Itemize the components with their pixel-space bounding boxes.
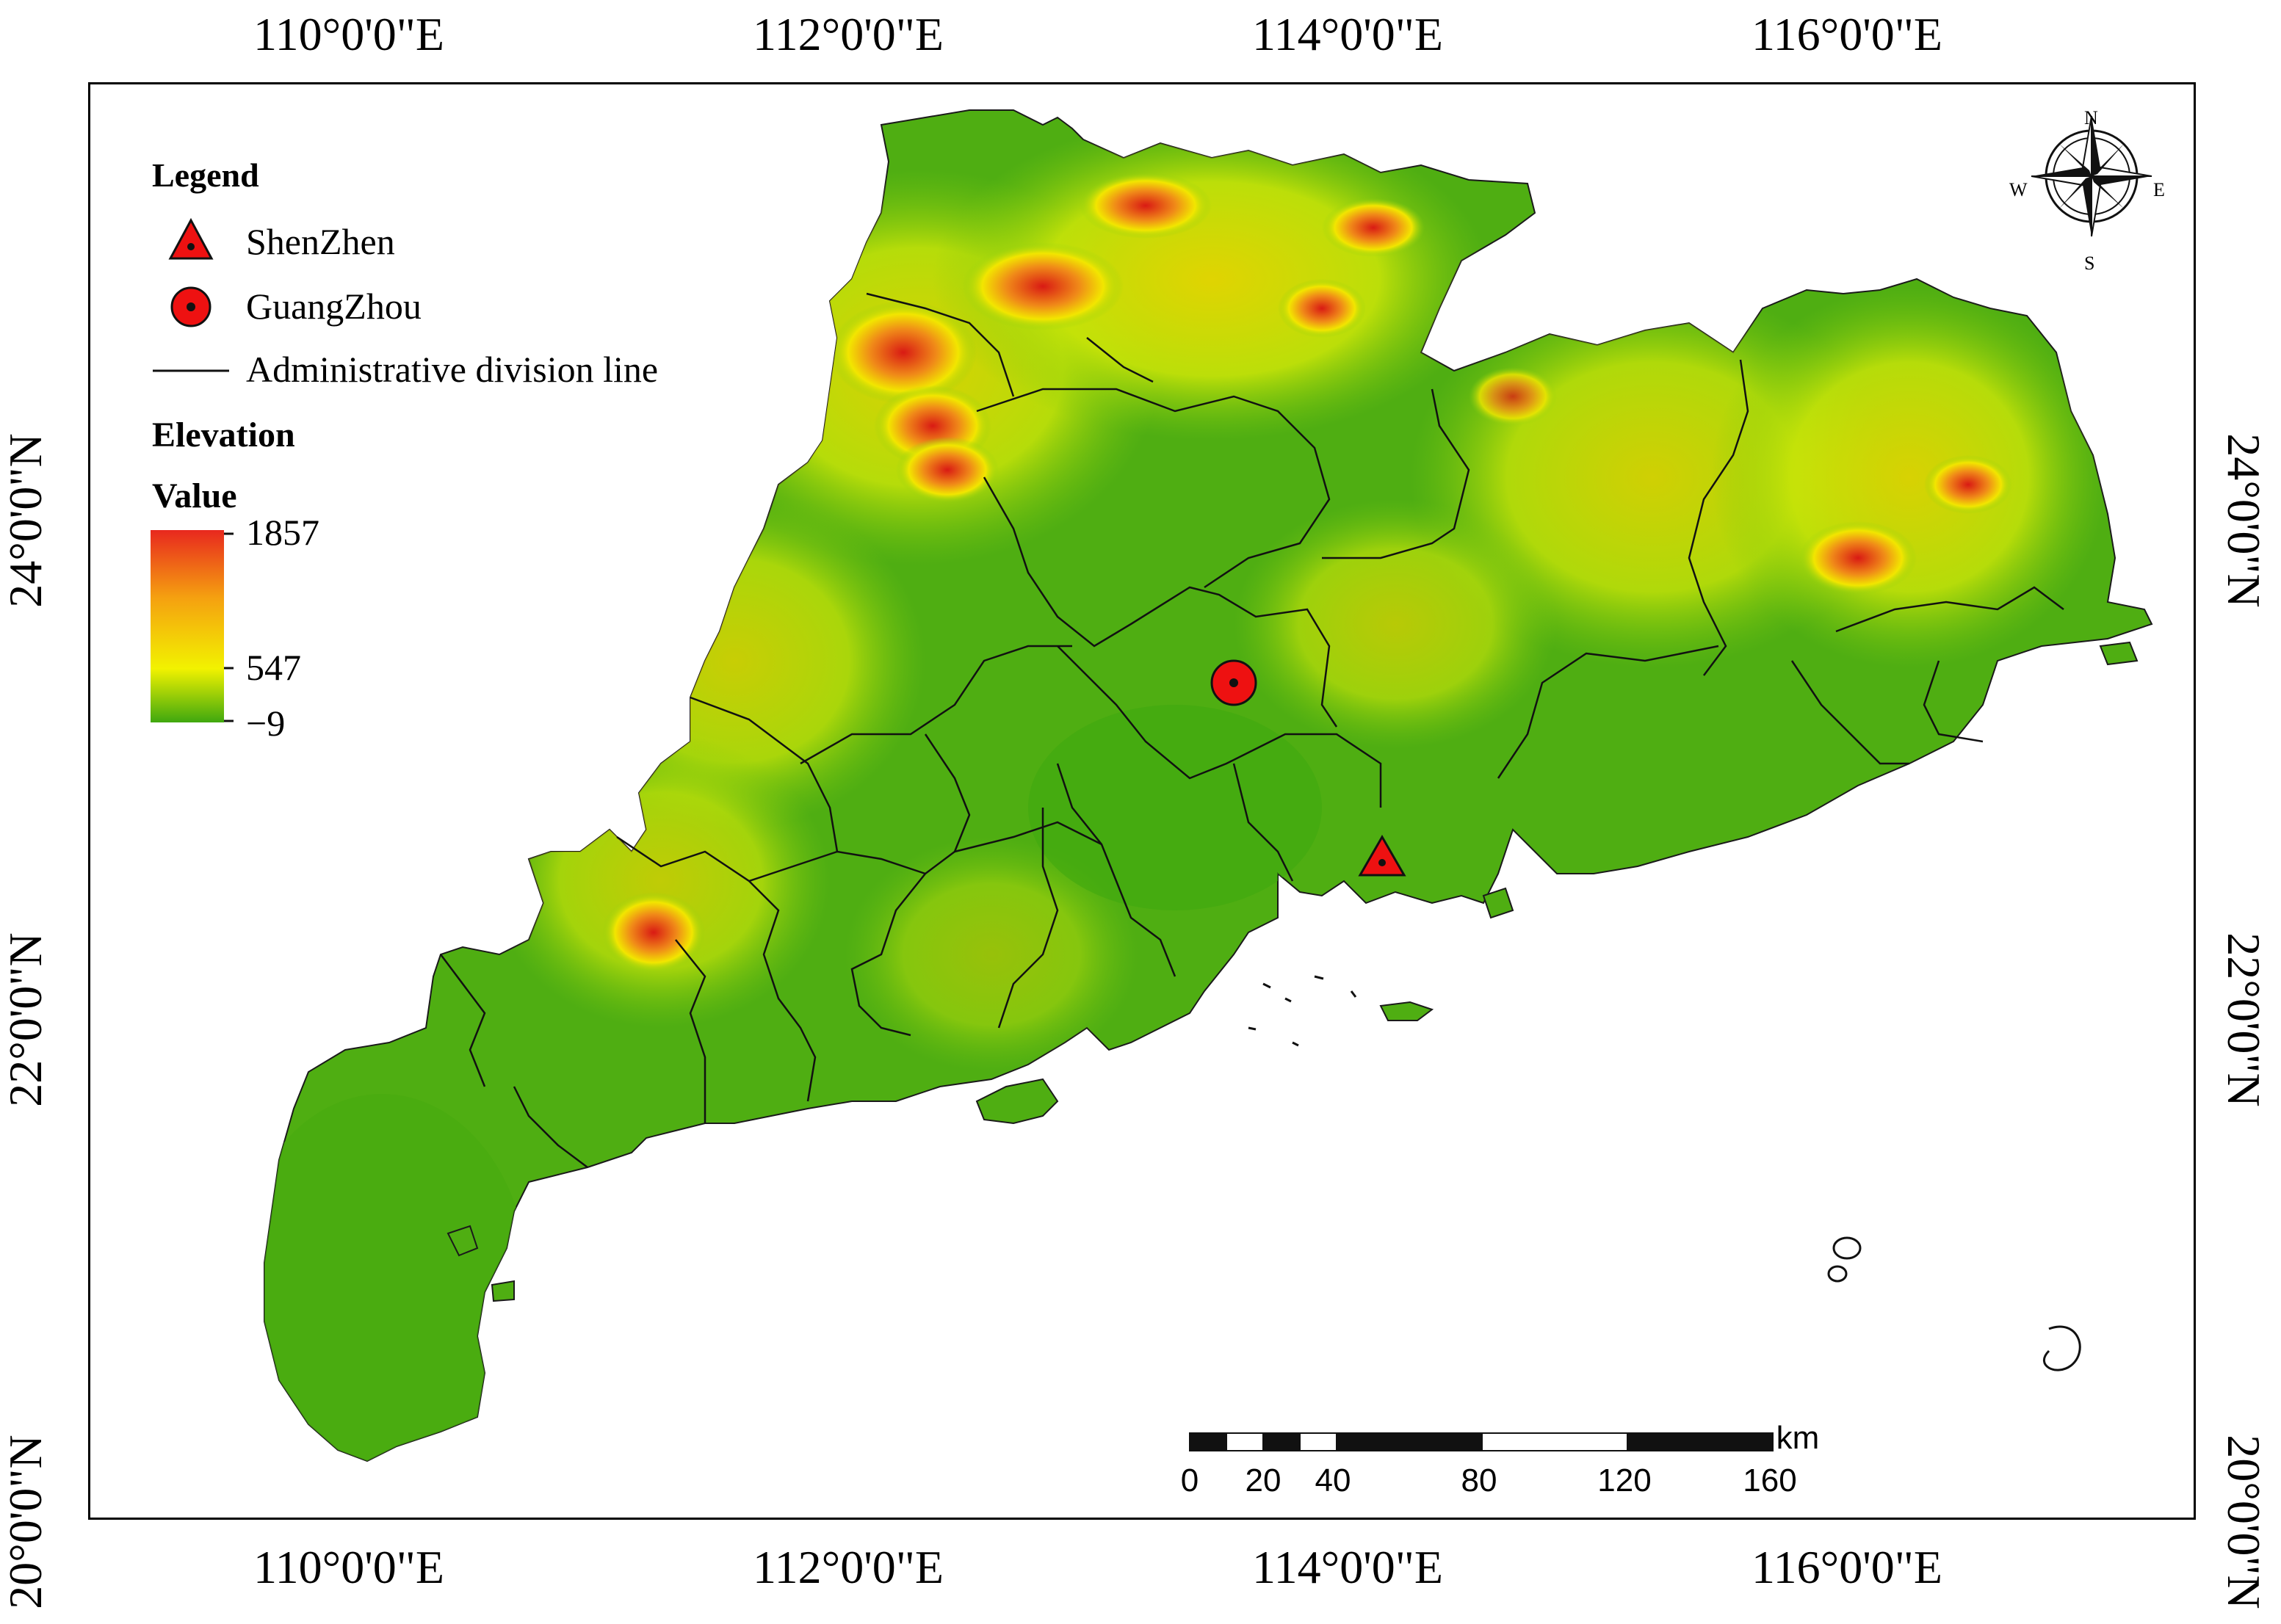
scale-tick-40: 40 [1315, 1462, 1351, 1498]
legend-elevation-heading: Elevation [152, 416, 295, 454]
elevation-ramp [151, 530, 224, 722]
legend-title: Legend [152, 156, 259, 194]
lon-label-bottom-110: 110°0'0"E [253, 1541, 444, 1593]
lon-label-top-112: 112°0'0"E [753, 8, 944, 60]
guangdong-landmass [264, 109, 2153, 1462]
lon-label-bottom-116: 116°0'0"E [1752, 1541, 1942, 1593]
legend-shenzhen-dot [187, 243, 195, 250]
compass-e-label: E [2153, 179, 2165, 200]
legend-admin-line-label: Administrative division line [246, 349, 659, 390]
shenzhen-marker[interactable] [1358, 834, 1406, 877]
compass-n-label: N [2084, 107, 2098, 128]
offshore-islets [1248, 975, 2081, 1371]
lon-label-top-116: 116°0'0"E [1752, 8, 1942, 60]
lon-label-bottom-112: 112°0'0"E [753, 1541, 944, 1593]
ramp-max-label: 1857 [246, 512, 319, 553]
scale-tick-80: 80 [1461, 1462, 1497, 1498]
scale-unit-label: km [1776, 1420, 1820, 1456]
scale-tick-20: 20 [1245, 1462, 1282, 1498]
admin-division-lines [440, 292, 2064, 1168]
islands [447, 641, 2139, 1302]
lon-label-bottom-114: 114°0'0"E [1252, 1541, 1443, 1593]
legend-value-heading: Value [152, 476, 237, 515]
compass-rose-icon [2031, 115, 2152, 237]
scale-bar [1189, 1432, 1774, 1451]
legend-guangzhou-label: GuangZhou [246, 286, 422, 327]
guangzhou-marker[interactable] [1210, 659, 1257, 706]
scale-tick-0: 0 [1180, 1462, 1199, 1498]
compass-s-label: S [2084, 253, 2095, 274]
scale-tick-160: 160 [1743, 1462, 1797, 1498]
ramp-min-label: −9 [246, 703, 286, 744]
ramp-mid-label: 547 [246, 647, 301, 688]
compass-w-label: W [2009, 179, 2028, 200]
legend-shenzhen-triangle [168, 217, 214, 260]
lon-label-top-110: 110°0'0"E [253, 8, 444, 60]
legend-symbols [151, 217, 234, 722]
legend-guangzhou-dot [187, 302, 195, 311]
scale-tick-120: 120 [1597, 1462, 1652, 1498]
lon-label-top-114: 114°0'0"E [1252, 8, 1443, 60]
legend-shenzhen-label: ShenZhen [246, 221, 395, 262]
